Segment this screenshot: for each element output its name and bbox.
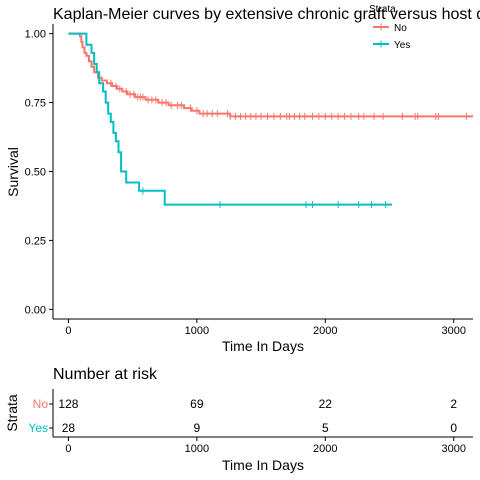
x-tick-label: 0	[65, 325, 71, 337]
y-tick-label: 0.50	[25, 167, 46, 179]
survival-curve-yes	[68, 32, 393, 206]
risk-cell: 22	[319, 397, 333, 411]
y-axis-title: Survival	[5, 147, 21, 197]
risk-cell: 128	[58, 397, 78, 411]
chart-title: Kaplan-Meier curves by extensive chronic…	[53, 6, 480, 23]
risk-cell: 9	[194, 421, 201, 435]
x-axis-title: Time In Days	[222, 338, 304, 354]
y-tick-label: 1.00	[25, 29, 46, 41]
survival-plot-axes	[52, 24, 473, 320]
risk-table-title: Number at risk	[53, 366, 158, 383]
risk-x-tick-label: 1000	[185, 443, 209, 455]
y-tick-label: 0.75	[25, 98, 46, 110]
risk-cell: 0	[450, 421, 457, 435]
risk-cell: 28	[62, 421, 76, 435]
legend-label-no: No	[394, 23, 407, 34]
x-tick-label: 3000	[441, 325, 465, 337]
legend-entries: No Yes	[373, 23, 410, 51]
legend-title: Strata	[369, 4, 396, 15]
legend: Strata No Yes	[369, 4, 410, 51]
survival-curve-no	[68, 32, 473, 118]
risk-x-axis-title: Time In Days	[222, 457, 304, 473]
risk-x-tick-label: 2000	[313, 443, 337, 455]
legend-label-yes: Yes	[394, 40, 410, 51]
risk-x-tick-label: 0	[65, 443, 71, 455]
y-ticks: 0.00 0.25 0.50 0.75 1.00	[25, 29, 53, 316]
risk-cell: 2	[450, 397, 457, 411]
survival-curves	[68, 32, 473, 209]
y-tick-label: 0.25	[25, 235, 46, 247]
risk-cell: 69	[190, 397, 204, 411]
risk-table-axes	[52, 389, 473, 438]
x-tick-label: 2000	[313, 325, 337, 337]
risk-row-label-yes: Yes	[28, 421, 48, 435]
x-tick-label: 1000	[185, 325, 209, 337]
x-ticks: 0 1000 2000 3000	[65, 319, 466, 337]
risk-x-ticks: 0 1000 2000 3000	[65, 437, 466, 455]
risk-cell: 5	[322, 421, 329, 435]
risk-y-axis-title: Strata	[4, 394, 20, 432]
risk-x-tick-label: 3000	[441, 443, 465, 455]
risk-row-label-no: No	[33, 397, 49, 411]
y-tick-label: 0.00	[25, 304, 46, 316]
